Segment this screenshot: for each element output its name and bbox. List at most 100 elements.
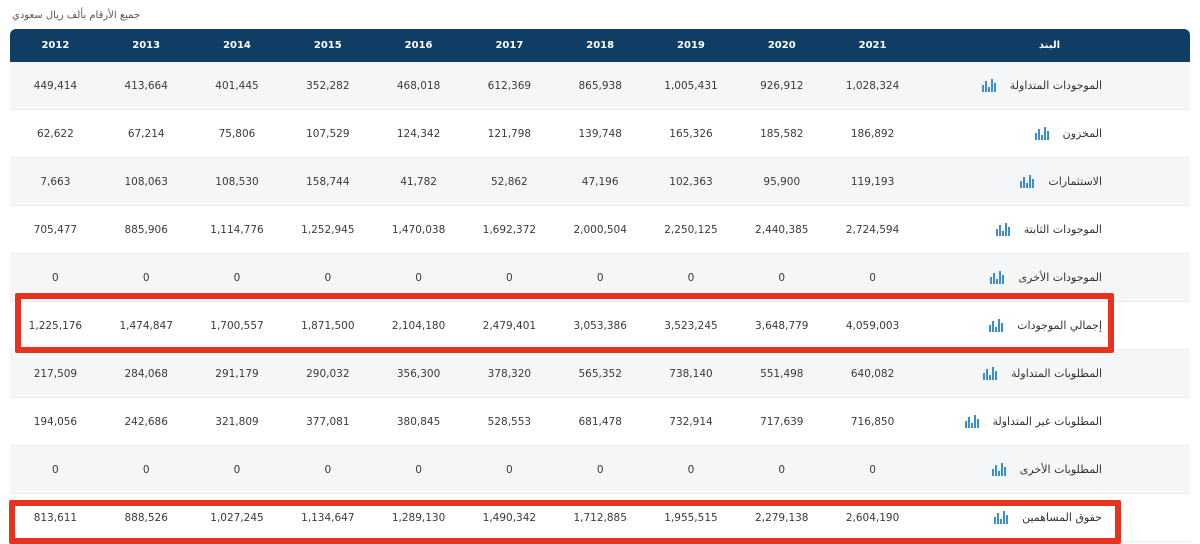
header-year: 2018 [586,40,615,51]
value-cell: 0 [415,463,422,476]
row-label-cell: المطلوبات الأخرى [918,463,1190,476]
value-cell: 41,782 [400,175,437,188]
bar-chart-icon[interactable] [983,367,998,380]
value-cell: 681,478 [578,415,622,428]
value-cell: 108,063 [124,175,168,188]
header-year: 2014 [223,40,251,51]
value-cell: 813,611 [33,511,78,524]
header-item-label: البند [918,40,1190,51]
value-cell: 612,369 [487,79,532,92]
table-body: 449,414 413,664 401,445 352,282 468,018 612,3… [10,62,1190,542]
bar-chart-icon[interactable] [1034,127,1049,140]
value-cell: 1,692,372 [482,223,537,236]
value-cell: 1,028,324 [845,79,900,92]
value-cell: 885,906 [124,223,168,236]
value-cell: 0 [142,463,150,476]
table-row: 7,663 108,063 108,530 158,744 41,782 52,862 47… [10,158,1190,206]
header-year: 2012 [41,40,70,51]
bar-chart-icon[interactable] [989,319,1004,332]
value-cell: 2,724,594 [845,223,900,236]
header-item-text: البند [1038,40,1060,51]
value-cell: 2,104,180 [391,319,446,332]
value-cell: 0 [52,271,59,284]
header-year: 2015 [313,40,342,51]
value-cell: 217,509 [33,367,78,380]
value-cell: 284,068 [124,367,168,380]
row-label-cell: المطلوبات المتداولة [918,367,1190,380]
value-cell: 290,032 [306,367,350,380]
value-cell: 1,470,038 [391,223,446,236]
value-cell: 107,529 [306,127,350,140]
bar-chart-icon[interactable] [995,223,1010,236]
value-cell: 194,056 [33,415,78,428]
value-cell: 378,320 [487,367,532,380]
row-label-cell: المخزون [918,127,1190,140]
value-cell: 401,445 [215,79,259,92]
value-cell: 377,081 [306,415,350,428]
row-label: المخزون [1062,127,1102,140]
value-cell: 0 [869,271,876,284]
row-label: المطلوبات المتداولة [1011,367,1102,380]
value-cell: 1,490,342 [482,511,537,524]
value-cell: 1,700,557 [210,319,264,332]
financial-table: 2012 2013 2014 2015 2016 2017 2018 2019 … [10,29,1190,542]
table-row: 194,056 242,686 321,809 377,081 380,845 528,5… [10,398,1190,446]
value-cell: 2,279,138 [755,511,809,524]
value-cell: 0 [506,271,513,284]
row-label-cell: الاستثمارات [918,175,1190,188]
value-cell: 119,193 [850,175,895,188]
value-cell: 1,289,130 [391,511,446,524]
table-row: 705,477 885,906 1,114,776 1,252,945 1,470,03… [10,206,1190,254]
row-label-cell: الموجودات الثابتة [918,223,1190,236]
value-cell: 102,363 [669,175,713,188]
value-cell: 1,134,647 [301,511,355,524]
bar-chart-icon[interactable] [981,79,996,92]
value-cell: 1,225,176 [28,319,83,332]
bar-chart-icon[interactable] [1020,175,1035,188]
value-cell: 0 [596,271,604,284]
value-cell: 291,179 [215,367,259,380]
value-cell: 108,530 [215,175,259,188]
value-cell: 380,845 [396,415,441,428]
value-cell: 356,300 [396,367,441,380]
value-cell: 716,850 [850,415,895,428]
bar-chart-icon[interactable] [964,415,979,428]
value-cell: 0 [778,271,786,284]
value-cell: 1,005,431 [664,79,718,92]
value-cell: 1,252,945 [301,223,355,236]
row-label: حقوق المساهمين [1022,511,1102,524]
value-cell: 732,914 [669,415,713,428]
header-year: 2019 [677,40,705,51]
value-cell: 0 [142,271,150,284]
value-cell: 2,000,504 [573,223,627,236]
value-cell: 0 [324,271,332,284]
table-row: 0 0 0 0 0 0 0 0 0 0 المطلوبات الأخرى [10,446,1190,494]
value-cell: 2,604,190 [845,511,900,524]
bar-chart-icon[interactable] [994,511,1009,524]
value-cell: 352,282 [306,79,350,92]
row-label: الموجودات الثابتة [1023,223,1102,236]
row-label: الاستثمارات [1048,175,1102,188]
value-cell: 1,474,847 [119,319,173,332]
header-year: 2021 [858,40,887,51]
value-cell: 124,342 [396,127,441,140]
header-year: 2017 [495,40,524,51]
bar-chart-icon[interactable] [990,271,1005,284]
row-label: المطلوبات غير المتداولة [992,415,1103,428]
value-cell: 738,140 [669,367,713,380]
row-label: إجمالي الموجودات [1017,319,1102,332]
value-cell: 468,018 [396,79,441,92]
value-cell: 75,806 [218,127,256,140]
value-cell: 528,553 [487,415,532,428]
value-cell: 0 [506,463,513,476]
bar-chart-icon[interactable] [991,463,1006,476]
value-cell: 2,440,385 [755,223,809,236]
value-cell: 2,250,125 [664,223,718,236]
header-year: 2013 [132,40,161,51]
value-cell: 1,114,776 [210,223,264,236]
value-cell: 186,892 [850,127,895,140]
value-cell: 449,414 [33,79,78,92]
value-cell: 0 [687,463,695,476]
value-cell: 565,352 [578,367,622,380]
value-cell: 551,498 [760,367,804,380]
